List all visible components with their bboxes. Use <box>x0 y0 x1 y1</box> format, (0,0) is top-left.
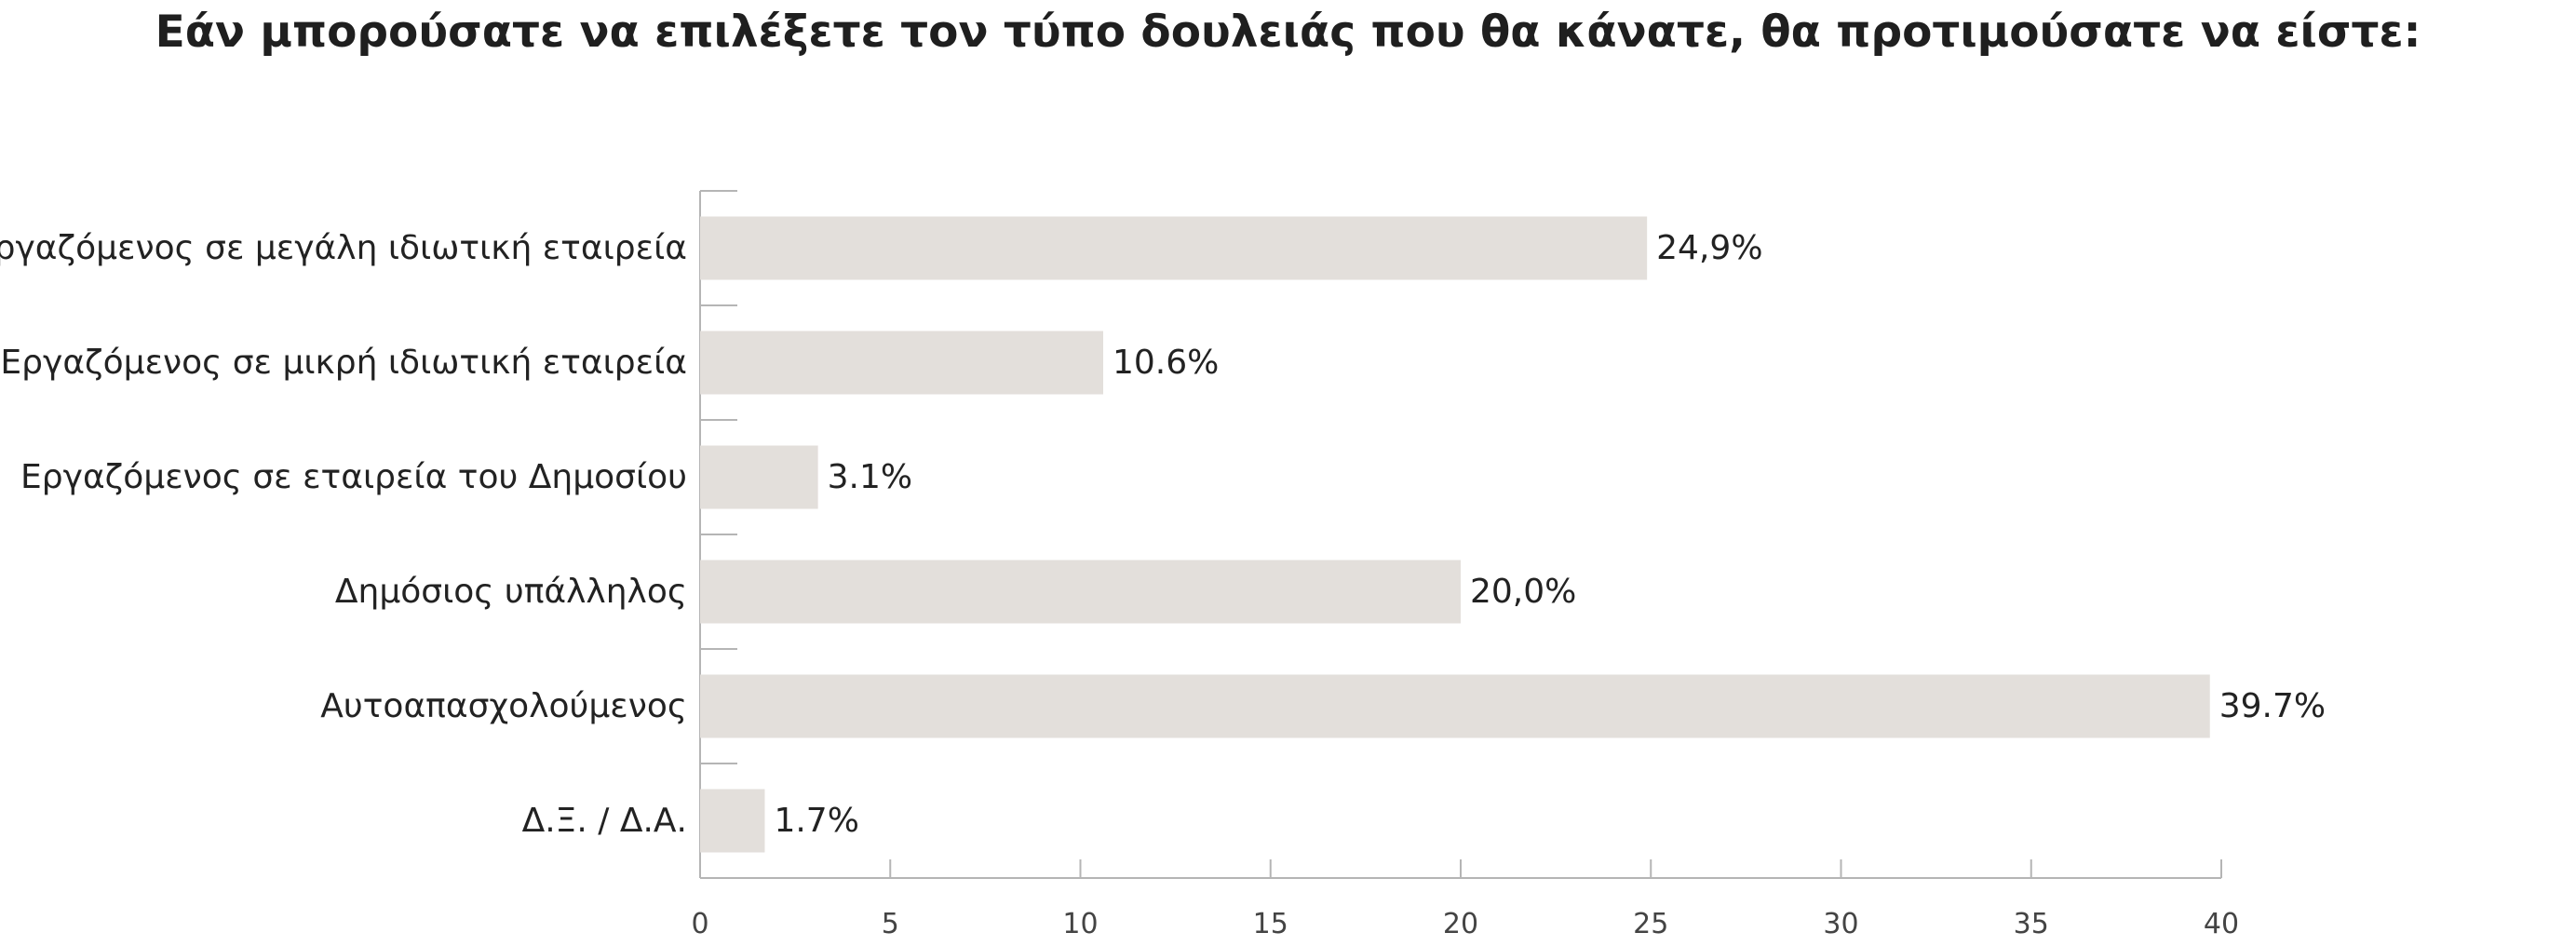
x-tick-label: 20 <box>1443 908 1478 940</box>
bar <box>700 331 1104 395</box>
data-label: 3.1% <box>828 458 912 496</box>
chart-title: Εάν μπορούσατε να επιλέξετε τον τύπο δου… <box>155 7 2421 58</box>
data-label: 1.7% <box>774 802 858 840</box>
category-label: Δημόσιος υπάλληλος <box>335 573 687 611</box>
bar <box>700 216 1648 280</box>
x-tick-label: 25 <box>1633 908 1668 940</box>
bar <box>700 674 2210 738</box>
category-label: Εργαζόμενος σε εταιρεία του Δημοσίου <box>20 458 687 496</box>
bar <box>700 789 765 853</box>
x-tick-label: 35 <box>2014 908 2049 940</box>
x-tick-label: 30 <box>1823 908 1858 940</box>
category-label: Εργαζόμενος σε μεγάλη ιδιωτική εταιρεία <box>0 229 687 267</box>
data-label: 10.6% <box>1113 344 1219 382</box>
bar <box>700 560 1461 624</box>
bar <box>700 445 818 509</box>
data-label: 39.7% <box>2219 687 2326 725</box>
x-tick-label: 15 <box>1253 908 1288 940</box>
x-tick-label: 5 <box>882 908 899 940</box>
category-label: Δ.Ξ. / Δ.Α. <box>522 802 687 840</box>
x-tick-label: 0 <box>691 908 708 940</box>
category-label: Εργαζόμενος σε μικρή ιδιωτική εταιρεία <box>0 344 687 382</box>
data-label: 20,0% <box>1470 573 1576 611</box>
data-label: 24,9% <box>1656 229 1762 267</box>
x-tick-label: 40 <box>2204 908 2239 940</box>
x-tick-label: 10 <box>1062 908 1098 940</box>
category-label: Αυτοαπασχολούμενος <box>320 687 687 725</box>
